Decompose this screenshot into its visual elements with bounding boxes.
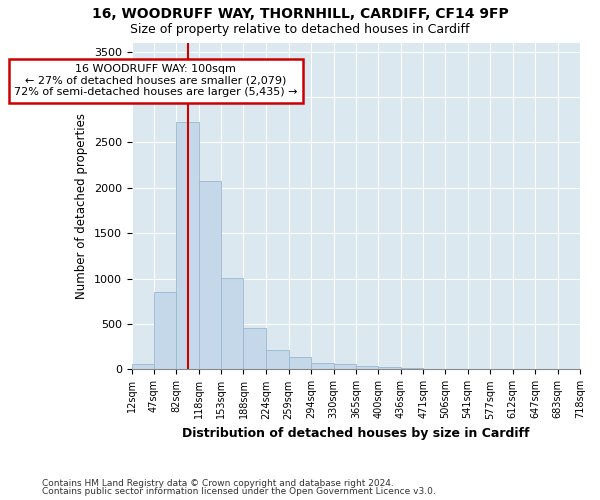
Bar: [244, 328, 266, 370]
Bar: [199, 181, 221, 370]
Bar: [266, 350, 289, 370]
Bar: [356, 366, 378, 370]
Bar: [154, 292, 176, 370]
Bar: [334, 364, 356, 370]
Text: Contains public sector information licensed under the Open Government Licence v3: Contains public sector information licen…: [42, 487, 436, 496]
Bar: [401, 368, 423, 370]
Bar: [311, 363, 334, 370]
Y-axis label: Number of detached properties: Number of detached properties: [76, 113, 88, 299]
Text: Size of property relative to detached houses in Cardiff: Size of property relative to detached ho…: [130, 22, 470, 36]
X-axis label: Distribution of detached houses by size in Cardiff: Distribution of detached houses by size …: [182, 427, 530, 440]
Text: Contains HM Land Registry data © Crown copyright and database right 2024.: Contains HM Land Registry data © Crown c…: [42, 478, 394, 488]
Bar: [378, 367, 401, 370]
Text: 16 WOODRUFF WAY: 100sqm
← 27% of detached houses are smaller (2,079)
72% of semi: 16 WOODRUFF WAY: 100sqm ← 27% of detache…: [14, 64, 298, 98]
Bar: [289, 356, 311, 370]
Bar: [176, 122, 199, 370]
Bar: [221, 278, 244, 370]
Bar: [132, 364, 154, 370]
Text: 16, WOODRUFF WAY, THORNHILL, CARDIFF, CF14 9FP: 16, WOODRUFF WAY, THORNHILL, CARDIFF, CF…: [92, 8, 508, 22]
